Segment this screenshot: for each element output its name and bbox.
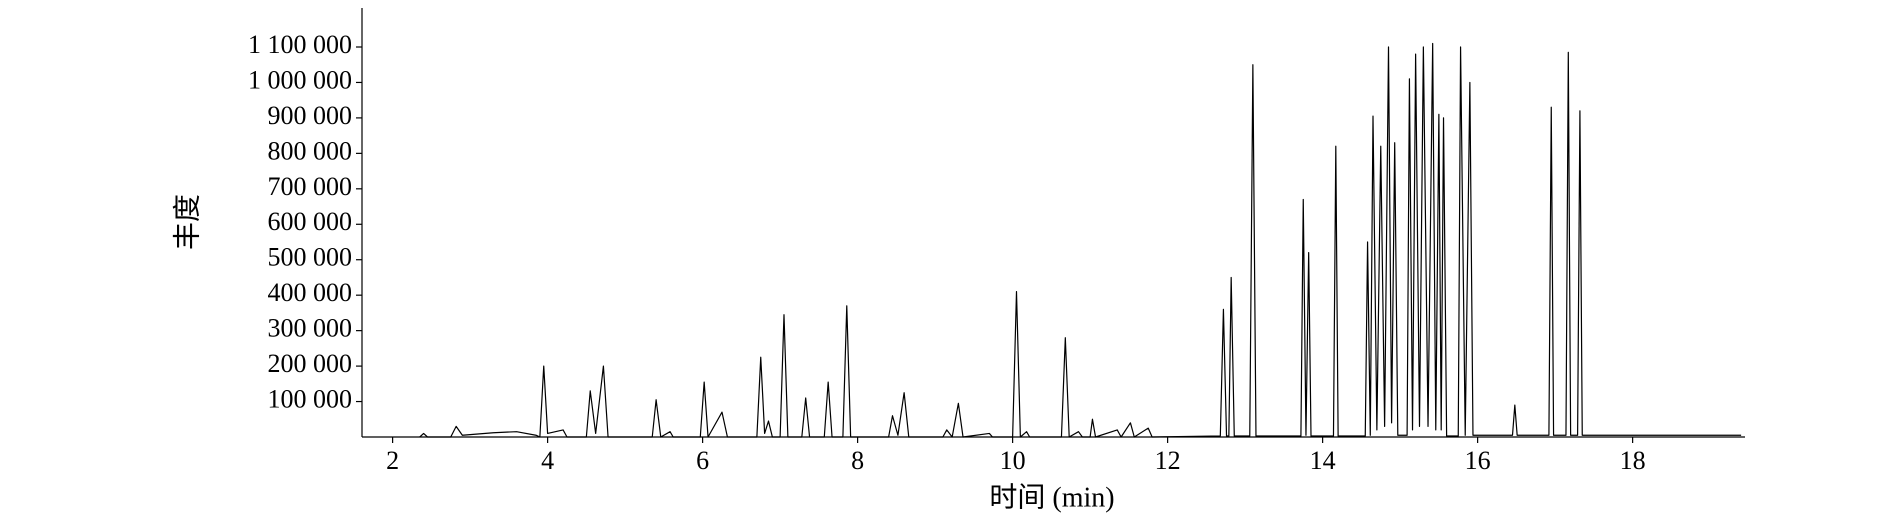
x-tick-label: 8 [851, 446, 864, 475]
y-tick-label: 300 000 [268, 314, 353, 343]
y-tick-label: 1 000 000 [248, 65, 352, 94]
x-tick-label: 4 [541, 446, 554, 475]
y-tick-label: 500 000 [268, 243, 353, 272]
y-tick-label: 700 000 [268, 172, 353, 201]
chromatogram-trace [419, 42, 1742, 438]
x-axis-label: 时间 (min) [989, 481, 1114, 513]
y-tick-label: 900 000 [268, 101, 353, 130]
y-axis-label: 丰度 [171, 194, 203, 250]
x-tick-label: 14 [1310, 446, 1336, 475]
y-tick-label: 1 100 000 [248, 30, 352, 59]
y-tick-label: 400 000 [268, 278, 353, 307]
x-tick-label: 2 [386, 446, 399, 475]
x-tick-label: 16 [1465, 446, 1491, 475]
y-tick-label: 800 000 [268, 136, 353, 165]
x-tick-label: 10 [1000, 446, 1026, 475]
y-tick-label: 200 000 [268, 349, 353, 378]
x-tick-label: 12 [1155, 446, 1181, 475]
x-tick-label: 6 [696, 446, 709, 475]
y-tick-label: 600 000 [268, 207, 353, 236]
x-tick-label: 18 [1620, 446, 1646, 475]
y-tick-label: 100 000 [268, 385, 353, 414]
